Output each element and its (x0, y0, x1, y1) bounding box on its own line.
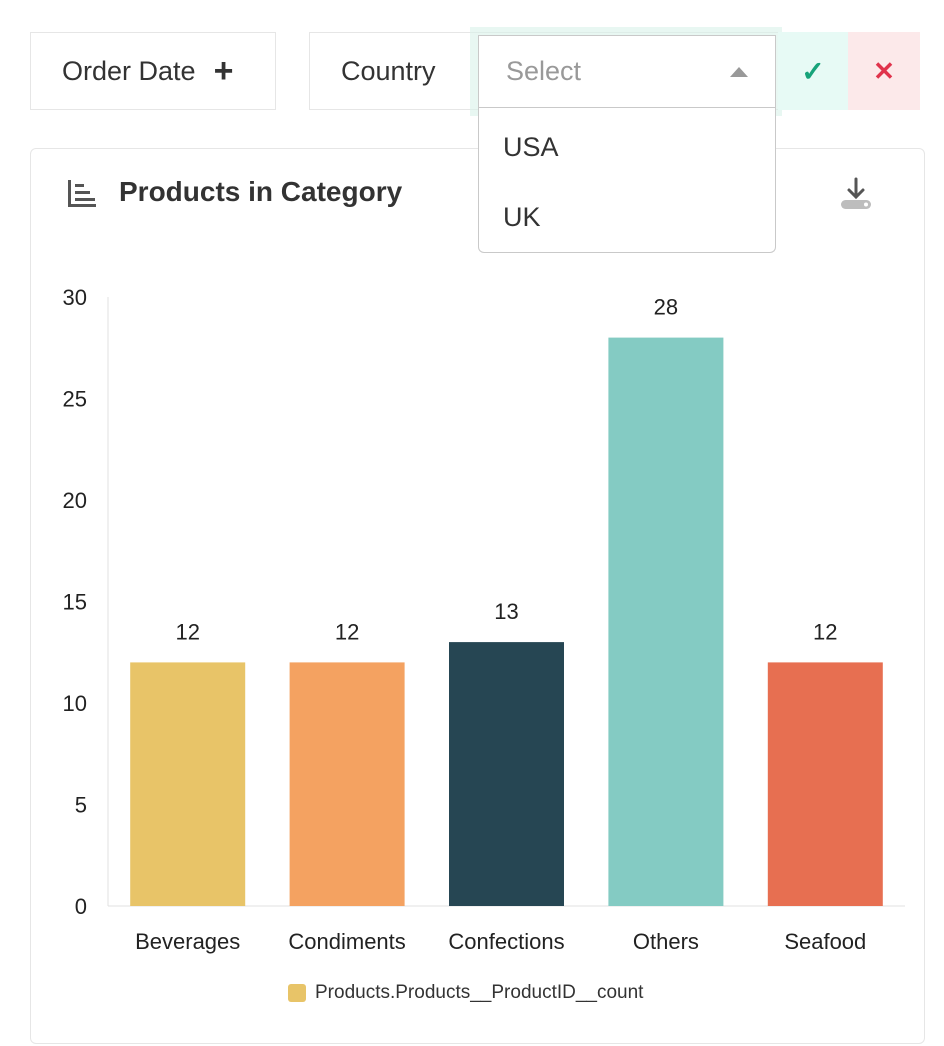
check-icon: ✓ (801, 55, 825, 87)
plus-icon[interactable]: + (213, 52, 234, 90)
y-tick-label: 0 (75, 894, 87, 919)
data-label: 28 (654, 295, 678, 320)
order-date-filter[interactable]: Order Date + (30, 32, 276, 110)
bar-others[interactable] (608, 337, 724, 907)
x-tick-label: Condiments (288, 929, 405, 954)
cancel-button[interactable]: ✕ (848, 32, 920, 110)
x-tick-label: Confections (448, 929, 564, 954)
download-icon[interactable] (838, 176, 874, 212)
close-icon: ✕ (873, 55, 895, 86)
y-tick-label: 15 (63, 590, 87, 615)
country-select[interactable]: Select (478, 35, 776, 108)
y-tick-label: 10 (63, 691, 87, 716)
data-label: 12 (813, 619, 837, 644)
caret-up-icon (730, 67, 748, 77)
data-label: 13 (494, 599, 518, 624)
data-label: 12 (175, 619, 199, 644)
legend-label: Products.Products__ProductID__count (315, 982, 644, 1003)
y-tick-label: 30 (63, 285, 87, 310)
bar-condiments[interactable] (289, 662, 405, 906)
legend-swatch (288, 984, 306, 1002)
y-tick-label: 25 (63, 387, 87, 412)
dropdown-option-usa[interactable]: USA (503, 131, 559, 162)
select-placeholder: Select (506, 56, 582, 86)
x-tick-label: Seafood (784, 929, 866, 954)
chart-title: Products in Category (119, 176, 403, 207)
country-dropdown: USA UK (478, 108, 776, 253)
bar-beverages[interactable] (130, 662, 246, 906)
bar-confections[interactable] (449, 642, 564, 906)
data-label: 12 (335, 619, 359, 644)
order-date-label: Order Date (62, 55, 196, 86)
country-label: Country (341, 55, 436, 86)
bar-chart-icon (68, 180, 96, 207)
x-tick-label: Others (633, 929, 699, 954)
bar-seafood[interactable] (767, 662, 883, 906)
x-tick-label: Beverages (135, 929, 240, 954)
chart-legend[interactable]: Products.Products__ProductID__count (288, 982, 643, 1004)
y-tick-label: 5 (75, 793, 87, 818)
y-tick-label: 20 (63, 488, 87, 513)
confirm-button[interactable]: ✓ (778, 32, 848, 110)
dropdown-option-uk[interactable]: UK (503, 201, 541, 232)
